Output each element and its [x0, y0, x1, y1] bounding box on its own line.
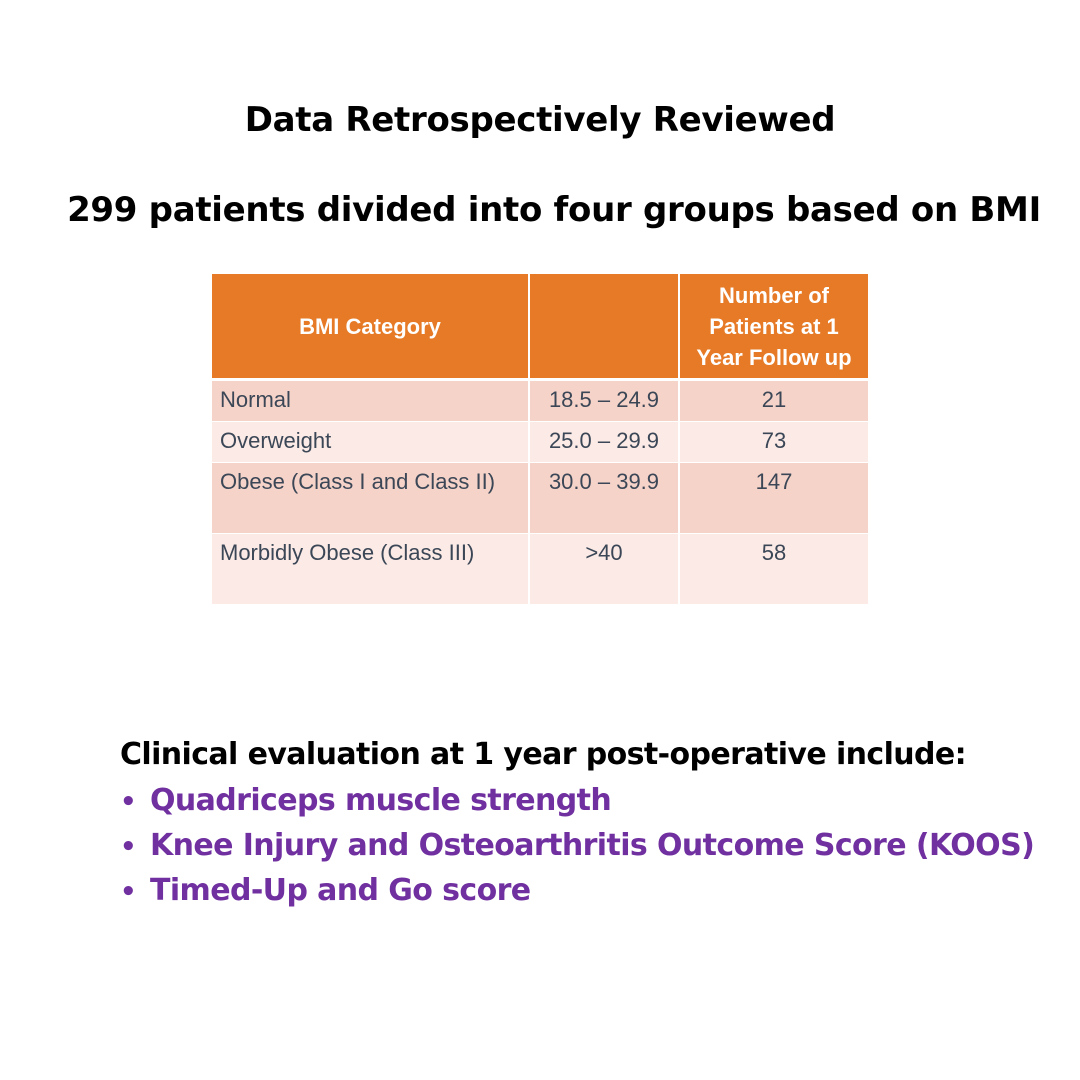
- row-category: Normal: [212, 379, 530, 422]
- evaluation-item-text: Quadriceps muscle strength: [150, 783, 612, 818]
- page-title: Data Retrospectively Reviewed: [244, 100, 836, 140]
- row-category: Morbidly Obese (Class III): [212, 533, 530, 605]
- table-row: Normal 18.5 – 24.9 21: [212, 379, 868, 422]
- table-row: Morbidly Obese (Class III) >40 58: [212, 533, 868, 605]
- row-count: 147: [679, 462, 868, 534]
- row-range: 18.5 – 24.9: [529, 379, 680, 422]
- table-row: Overweight 25.0 – 29.9 73: [212, 421, 868, 463]
- table-row: Obese (Class I and Class II) 30.0 – 39.9…: [212, 462, 868, 534]
- page-subtitle: 299 patients divided into four groups ba…: [67, 190, 1041, 230]
- evaluation-list: • Quadriceps muscle strength • Knee Inju…: [120, 779, 1060, 914]
- row-count: 73: [679, 421, 868, 463]
- row-range: >40: [529, 533, 680, 605]
- bmi-table-container: BMI Category Number of Patients at 1 Yea…: [212, 274, 868, 605]
- bullet-icon: •: [120, 877, 137, 907]
- bullet-icon: •: [120, 832, 137, 862]
- row-range: 25.0 – 29.9: [529, 421, 680, 463]
- row-category: Obese (Class I and Class II): [212, 462, 530, 534]
- row-count: 21: [679, 379, 868, 422]
- clinical-evaluation-section: Clinical evaluation at 1 year post-opera…: [120, 735, 1060, 914]
- evaluation-item-text: Timed-Up and Go score: [150, 873, 531, 908]
- header-patient-count: Number of Patients at 1 Year Follow up: [679, 274, 868, 381]
- list-item: • Quadriceps muscle strength: [120, 779, 1060, 824]
- list-item: • Timed-Up and Go score: [120, 869, 1060, 914]
- list-item: • Knee Injury and Osteoarthritis Outcome…: [120, 824, 1060, 869]
- table-header-row: BMI Category Number of Patients at 1 Yea…: [212, 274, 868, 381]
- row-range: 30.0 – 39.9: [529, 462, 680, 534]
- header-bmi-category: BMI Category: [212, 274, 530, 381]
- bmi-table: BMI Category Number of Patients at 1 Yea…: [212, 274, 868, 605]
- bullet-icon: •: [120, 787, 137, 817]
- header-bmi-range: [529, 274, 680, 381]
- row-count: 58: [679, 533, 868, 605]
- evaluation-heading: Clinical evaluation at 1 year post-opera…: [120, 737, 967, 772]
- evaluation-item-text: Knee Injury and Osteoarthritis Outcome S…: [150, 828, 1035, 863]
- row-category: Overweight: [212, 421, 530, 463]
